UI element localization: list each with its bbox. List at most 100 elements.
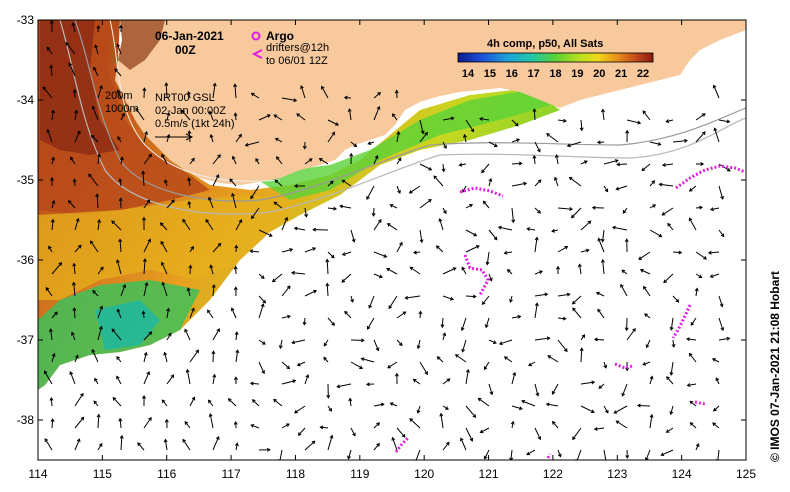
velocity-arrow-head (184, 421, 189, 425)
velocity-arrow (231, 307, 237, 319)
velocity-arrow-head (481, 301, 486, 306)
velocity-arrow (511, 207, 514, 223)
velocity-arrow (689, 185, 697, 192)
velocity-arrow-head (581, 334, 586, 338)
velocity-arrow-head (335, 122, 340, 126)
velocity-arrow-head (445, 406, 449, 410)
velocity-arrow (74, 245, 82, 253)
velocity-arrow-head (665, 119, 670, 124)
altimetry-date: 02-Jan 00:00Z (155, 105, 226, 117)
velocity-arrow-head (51, 109, 56, 114)
velocity-arrow-head (260, 275, 265, 280)
velocity-arrow (511, 182, 527, 187)
velocity-arrow (442, 117, 454, 121)
velocity-arrow-head (688, 188, 693, 192)
velocity-arrow (251, 92, 260, 99)
velocity-arrow-head (230, 307, 235, 312)
velocity-arrow-head (611, 225, 616, 230)
velocity-arrow (626, 328, 636, 341)
drifter-tracks (394, 164, 746, 459)
velocity-arrow (350, 229, 355, 242)
velocity-arrow-head (424, 371, 428, 376)
velocity-arrow (580, 119, 583, 131)
velocity-arrow (255, 158, 260, 165)
velocity-arrow-head (615, 186, 620, 191)
velocity-arrow (580, 160, 588, 165)
velocity-arrow (602, 109, 605, 121)
velocity-arrow (483, 361, 490, 370)
velocity-arrow-head (402, 311, 407, 315)
velocity-arrow-head (187, 91, 191, 96)
velocity-arrow (44, 438, 53, 451)
velocity-arrow-head (597, 308, 601, 313)
y-tick-label: -38 (17, 413, 35, 427)
velocity-arrow (649, 180, 655, 187)
velocity-arrow-head (190, 245, 194, 250)
velocity-arrow-head (211, 283, 216, 288)
velocity-arrow-head (661, 211, 666, 216)
velocity-arrow-head (614, 159, 619, 163)
velocity-arrow-head (118, 197, 123, 202)
velocity-arrow (670, 317, 674, 330)
velocity-arrow (419, 119, 424, 134)
velocity-arrow (594, 427, 605, 430)
velocity-arrow (534, 427, 541, 440)
velocity-arrow (663, 273, 674, 283)
velocity-arrow-head (249, 381, 254, 386)
velocity-arrow (341, 179, 352, 187)
velocity-arrow (143, 154, 152, 165)
velocity-arrow-head (187, 130, 192, 134)
velocity-arrow-head (510, 420, 515, 425)
velocity-arrow-head (388, 305, 393, 310)
velocity-arrow (557, 317, 566, 320)
velocity-arrow-head (287, 314, 292, 319)
velocity-arrow-head (286, 365, 291, 370)
velocity-arrow (551, 229, 559, 232)
velocity-arrow-head (163, 351, 168, 356)
velocity-arrow-head (454, 354, 459, 358)
velocity-arrow-head (600, 238, 605, 243)
velocity-arrow-head (68, 62, 73, 67)
velocity-arrow (387, 223, 398, 231)
velocity-arrow-head (443, 145, 447, 150)
velocity-arrow-head (482, 200, 487, 205)
velocity-arrow (390, 402, 398, 407)
velocity-arrow (498, 226, 513, 231)
drifter-track (546, 453, 552, 459)
velocity-arrow-head (641, 167, 646, 172)
velocity-arrow (51, 262, 62, 275)
x-tick-label: 120 (414, 467, 434, 481)
velocity-arrow (68, 63, 76, 77)
velocity-arrow-head (343, 95, 348, 100)
velocity-arrow-head (694, 287, 699, 292)
velocity-arrow-head (636, 403, 641, 408)
x-tick-label: 119 (350, 467, 369, 481)
sst-yellow-band (38, 195, 300, 300)
velocity-arrow-head (695, 443, 700, 448)
velocity-arrow-head (360, 357, 365, 362)
velocity-arrow (272, 273, 283, 283)
velocity-arrow (212, 243, 222, 253)
velocity-arrow (390, 204, 398, 209)
velocity-arrow-head (554, 154, 559, 158)
velocity-arrow (534, 207, 541, 214)
velocity-arrow-head (321, 85, 325, 90)
velocity-arrow (327, 132, 335, 143)
velocity-arrow (258, 229, 273, 237)
velocity-arrow (373, 106, 380, 121)
velocity-arrow (557, 246, 568, 253)
velocity-arrow (603, 449, 607, 460)
velocity-arrow-head (492, 340, 497, 344)
velocity-arrow-head (51, 352, 56, 357)
velocity-arrow (534, 337, 550, 341)
velocity-arrow-head (428, 199, 432, 203)
velocity-arrow (417, 339, 421, 349)
velocity-arrow (296, 113, 306, 121)
velocity-arrow-head (325, 282, 330, 287)
velocity-arrow-head (639, 268, 644, 273)
velocity-arrow-head (261, 370, 265, 375)
velocity-arrow-head (231, 192, 235, 197)
velocity-arrow-head (399, 241, 403, 246)
velocity-arrow-head (450, 116, 455, 121)
velocity-arrow-head (260, 303, 265, 308)
